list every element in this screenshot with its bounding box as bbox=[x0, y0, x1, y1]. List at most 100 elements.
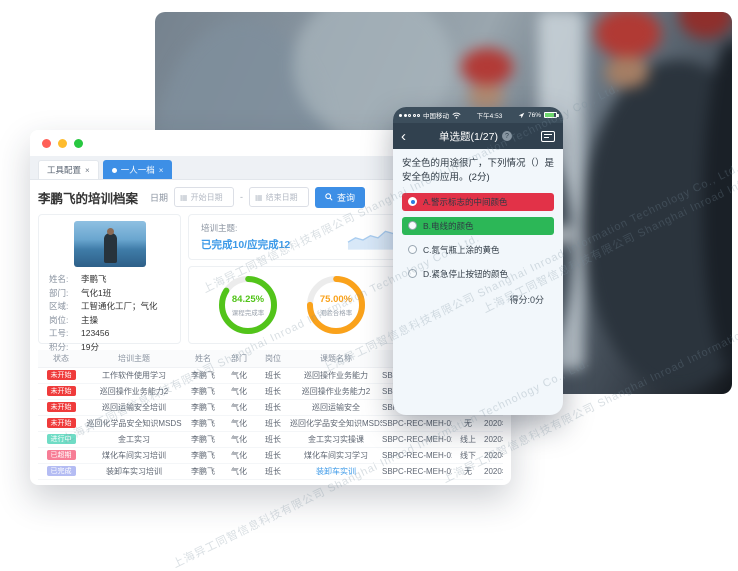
status-cell: 进行中 bbox=[38, 431, 84, 448]
post-cell: 班长 bbox=[256, 431, 290, 448]
profile-value: 19分 bbox=[81, 341, 99, 352]
option-C[interactable]: C.氮气瓶上涂的黄色 bbox=[402, 241, 554, 259]
topic-cell: 装卸车实习培训 bbox=[84, 463, 184, 480]
post-cell: 班长 bbox=[256, 447, 290, 464]
close-window-button[interactable] bbox=[42, 138, 51, 148]
column-header-姓名: 姓名 bbox=[184, 350, 222, 368]
profile-label: 岗位: bbox=[49, 314, 69, 325]
profile-value: 工智通化工厂；气化 bbox=[81, 301, 158, 311]
location-arrow-icon bbox=[518, 112, 525, 118]
dept-cell: 气化 bbox=[222, 367, 256, 384]
phone-status-bar: 中国移动 下午4:53 76% bbox=[393, 107, 563, 123]
table-row: 已超期 煤化车间实习培训 李鹏飞 气化 班长 煤化车间实习学习 SBPC-REC-MEH-0… bbox=[38, 447, 503, 464]
status-cell: 未开始 bbox=[38, 383, 84, 400]
option-text: A.警示标志的中间颜色 bbox=[423, 196, 508, 207]
option-D[interactable]: D.紧急停止按钮的颜色 bbox=[402, 265, 554, 283]
radio-icon[interactable] bbox=[408, 269, 417, 279]
date-label: 日期 bbox=[150, 192, 169, 203]
minimize-window-button[interactable] bbox=[58, 138, 67, 148]
avatar bbox=[73, 221, 146, 267]
profile-row: 积分: 19分 bbox=[49, 341, 170, 355]
phone-nav-bar: ‹ 单选题(1/27) ? bbox=[393, 123, 563, 149]
answer-sheet-icon[interactable] bbox=[541, 130, 555, 142]
topic-cell: 巡回化学品安全知识MSDS bbox=[84, 415, 184, 432]
topic-cell: 巡回运输安全培训 bbox=[84, 399, 184, 416]
toolbar: 李鹏飞的培训档案 日期 ▦ 开始日期 - ▦ 结束日期 查询 bbox=[30, 180, 511, 214]
option-text: B.电线的颜色 bbox=[423, 220, 474, 231]
course-cell: 巡回运输安全 bbox=[290, 399, 382, 416]
column-header-部门: 部门 bbox=[222, 350, 256, 368]
maximize-window-button[interactable] bbox=[74, 138, 83, 148]
question-text: 安全色的用途很广，下列情况（）是安全色的应用。(2分) bbox=[402, 158, 555, 183]
help-icon[interactable]: ? bbox=[501, 131, 512, 141]
donut-caption: 课程完成率 bbox=[231, 309, 265, 317]
tab-label: 一人一档 bbox=[120, 165, 155, 175]
carrier-label: 中国移动 bbox=[423, 113, 449, 120]
course-cell: 金工实习实操课 bbox=[290, 431, 382, 448]
profile-label: 工号: bbox=[49, 328, 69, 338]
option-A[interactable]: A.警示标志的中间颜色 bbox=[402, 192, 554, 211]
tab-close-icon[interactable]: × bbox=[158, 165, 164, 175]
battery-percent: 76% bbox=[528, 111, 542, 119]
profile-value: 主操 bbox=[81, 314, 99, 325]
option-text: C.氮气瓶上涂的黄色 bbox=[423, 244, 500, 255]
tab-一人一档[interactable]: 一人一档 × bbox=[102, 160, 173, 179]
column-header-状态: 状态 bbox=[38, 350, 84, 368]
option-B[interactable]: B.电线的颜色 bbox=[402, 216, 554, 235]
name-cell: 李鹏飞 bbox=[184, 367, 222, 384]
course-cell: 巡回操作业务能力 bbox=[290, 367, 382, 384]
tab-close-icon[interactable]: × bbox=[85, 165, 90, 175]
dept-cell: 气化 bbox=[222, 447, 256, 464]
profile-row: 姓名: 李鹏飞 bbox=[49, 273, 170, 287]
end-date-input[interactable]: ▦ 结束日期 bbox=[249, 187, 310, 207]
name-cell: 李鹏飞 bbox=[184, 431, 222, 448]
course-no-cell: SBPC-REC-MEH-017 bbox=[382, 463, 452, 480]
back-arrow-icon[interactable]: ‹ bbox=[401, 127, 406, 145]
course-cell[interactable]: 装卸车实训 bbox=[290, 463, 382, 480]
mode-cell: 无 bbox=[452, 463, 484, 480]
status-badge: 已完成 bbox=[46, 466, 76, 477]
completion-sparkline bbox=[347, 228, 401, 250]
dept-cell: 气化 bbox=[222, 399, 256, 416]
donut-测验合格率: 75.00% 测验合格率 bbox=[305, 274, 367, 336]
table-row: 未开始 巡回化学品安全知识MSDS 李鹏飞 气化 班长 巡回化学品安全知识MSDS SBPC… bbox=[38, 415, 503, 432]
post-cell: 班长 bbox=[256, 383, 290, 400]
profile-label: 区域: bbox=[49, 301, 69, 311]
options-list: A.警示标志的中间颜色 B.电线的颜色 C.氮气瓶上涂的黄色 D.紧急停止按钮的颜色 bbox=[402, 192, 554, 283]
radio-selected-icon[interactable] bbox=[408, 197, 417, 207]
status-badge: 已超期 bbox=[46, 450, 76, 461]
topic-cell: 煤化车间实习培训 bbox=[84, 447, 184, 464]
profile-row: 岗位: 主操 bbox=[49, 314, 170, 328]
profile-value: 123456 bbox=[81, 328, 110, 338]
profile-label: 姓名: bbox=[49, 274, 69, 284]
topic-label: 培训主题: bbox=[201, 223, 238, 233]
wifi-icon bbox=[452, 112, 461, 119]
status-badge: 未开始 bbox=[46, 386, 76, 397]
course-link[interactable]: 装卸车实训 bbox=[316, 466, 356, 476]
donut-课程完成率: 84.25% 课程完成率 bbox=[217, 274, 279, 336]
profile-value: 气化1班 bbox=[81, 287, 112, 298]
post-cell: 班长 bbox=[256, 415, 290, 432]
profile-row: 工号: 123456 bbox=[49, 327, 170, 341]
calendar-icon: ▦ bbox=[180, 192, 188, 202]
start-date-input[interactable]: ▦ 开始日期 bbox=[174, 187, 235, 207]
search-button[interactable]: 查询 bbox=[315, 186, 366, 208]
search-icon bbox=[325, 193, 333, 201]
radio-icon[interactable] bbox=[408, 245, 417, 255]
name-cell: 李鹏飞 bbox=[184, 399, 222, 416]
topic-cell: 工作软件使用学习 bbox=[84, 367, 184, 384]
quiz-title: 单选题(1/27) ? bbox=[410, 129, 541, 144]
name-cell: 李鹏飞 bbox=[184, 447, 222, 464]
profile-row: 部门: 气化1班 bbox=[49, 287, 170, 301]
tab-active-dot bbox=[111, 167, 117, 173]
topic-cell: 金工实习 bbox=[84, 431, 184, 448]
plan-cell: 2020年1月份培训计划 bbox=[484, 447, 503, 464]
tab-工具配置[interactable]: 工具配置 × bbox=[38, 160, 99, 179]
date-range-separator: - bbox=[240, 192, 244, 202]
status-badge: 未开始 bbox=[46, 402, 76, 413]
calendar-icon: ▦ bbox=[255, 192, 263, 202]
column-header-培训主题: 培训主题 bbox=[84, 350, 184, 368]
course-cell: 巡回操作业务能力2 bbox=[290, 383, 382, 400]
radio-icon[interactable] bbox=[408, 221, 417, 231]
